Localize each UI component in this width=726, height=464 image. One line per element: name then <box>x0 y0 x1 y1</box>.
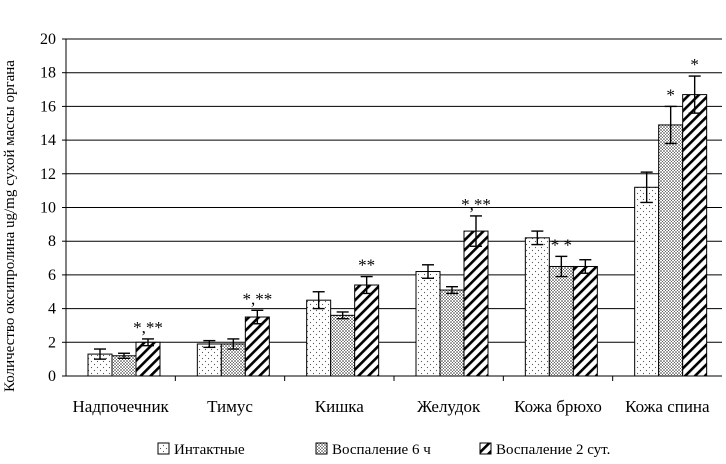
y-tick-label: 8 <box>48 233 56 250</box>
bar <box>682 94 708 377</box>
bar <box>463 230 489 377</box>
significance-marker: *,** <box>242 289 272 308</box>
x-tick-label: Тимус <box>207 397 253 416</box>
y-tick-label: 2 <box>48 334 56 351</box>
y-tick-label: 20 <box>40 31 56 48</box>
x-tick-label: Желудок <box>417 397 481 416</box>
y-tick-label: 12 <box>40 166 56 183</box>
significance-marker: *,** <box>133 318 163 337</box>
legend-label: Воспаление 2 сут. <box>496 442 610 458</box>
bar <box>135 341 161 377</box>
bar <box>658 124 684 377</box>
y-tick-label: 14 <box>40 132 56 149</box>
bar <box>415 271 441 377</box>
bar <box>524 237 550 377</box>
gridlines <box>66 38 722 343</box>
bar <box>572 265 598 377</box>
bar <box>196 343 222 377</box>
significance-marker: * <box>666 85 675 104</box>
significance-marker: ** <box>358 256 375 275</box>
bars: *,***,*****,*** *** <box>87 55 708 377</box>
legend-label: Интактные <box>174 442 245 458</box>
x-tick-label: Кожа брюхо <box>514 397 602 416</box>
y-axis-ticks: 0 2 4 6 8 10 12 14 16 18 20 <box>40 31 66 385</box>
y-axis-label: Количество оксипролина ug/mg сухой массы… <box>2 60 18 392</box>
bar <box>354 284 380 377</box>
legend-swatch <box>157 442 170 455</box>
x-tick-label: Надпочечник <box>73 397 170 416</box>
significance-marker: * * <box>551 235 572 254</box>
y-tick-label: 18 <box>40 65 56 82</box>
significance-marker: *,** <box>461 195 491 214</box>
bar <box>330 314 356 377</box>
bar <box>439 289 465 377</box>
bar <box>634 186 660 377</box>
x-tick-label: Кишка <box>315 397 365 416</box>
legend-swatch <box>315 442 328 455</box>
y-tick-label: 10 <box>40 200 56 217</box>
bar <box>244 316 270 377</box>
bar <box>306 299 332 377</box>
y-tick-label: 4 <box>48 301 56 318</box>
y-tick-label: 16 <box>40 98 56 115</box>
legend: Интактные Воспаление 6 ч Воспаление 2 сут. <box>157 442 610 458</box>
bar <box>548 265 574 377</box>
y-tick-label: 0 <box>48 368 56 385</box>
legend-label: Воспаление 6 ч <box>332 442 431 458</box>
x-tick-label: Кожа спина <box>625 397 710 416</box>
x-axis-ticks: Надпочечник Тимус Кишка Желудок Кожа брюхо Ко… <box>73 376 710 416</box>
y-tick-label: 6 <box>48 267 56 284</box>
legend-swatch <box>479 442 492 455</box>
significance-marker: * <box>690 55 699 74</box>
